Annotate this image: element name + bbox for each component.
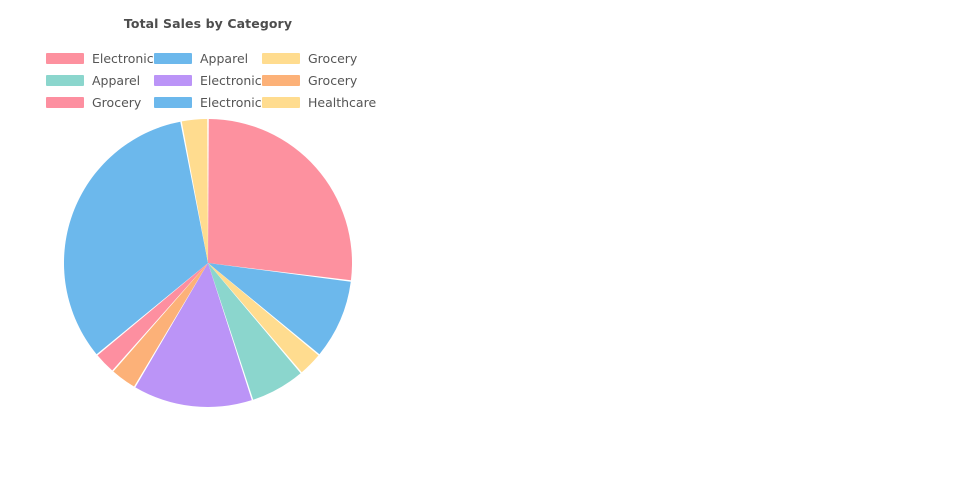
legend-item[interactable]: Electronics: [154, 73, 268, 88]
legend-item[interactable]: Healthcare: [262, 95, 376, 110]
pie-slice[interactable]: [181, 119, 208, 263]
legend-row: Apparel Electronics Grocery: [46, 69, 386, 91]
pie-slice[interactable]: [113, 263, 208, 387]
legend-item[interactable]: Grocery: [46, 95, 154, 110]
chart-legend: Electronics Apparel Grocery Apparel Electron…: [46, 47, 386, 113]
legend-item[interactable]: Apparel: [154, 51, 262, 66]
pie-slice[interactable]: [135, 263, 252, 407]
legend-item-label: Electronics: [200, 94, 269, 110]
legend-item[interactable]: Apparel: [46, 73, 154, 88]
pie-chart-plot-area: [64, 119, 352, 407]
legend-row: Grocery Electronics Healthcare: [46, 91, 386, 113]
pie-slice[interactable]: [208, 263, 301, 400]
legend-item-label: Electronics: [92, 50, 161, 66]
legend-item-label: Healthcare: [308, 94, 377, 110]
legend-swatch-icon: [262, 52, 300, 64]
pie-slice[interactable]: [208, 263, 351, 355]
legend-swatch-icon: [262, 96, 300, 108]
legend-item-label: Grocery: [92, 94, 142, 110]
pie-slice[interactable]: [64, 121, 208, 355]
legend-item[interactable]: Grocery: [262, 73, 370, 88]
legend-item-label: Apparel: [92, 72, 141, 88]
pie-slices-svg: [64, 119, 352, 407]
pie-slice[interactable]: [97, 263, 208, 371]
legend-item-label: Electronics: [200, 72, 269, 88]
legend-swatch-icon: [154, 52, 192, 64]
legend-row: Electronics Apparel Grocery: [46, 47, 386, 69]
legend-item-label: Apparel: [200, 50, 249, 66]
pie-slice[interactable]: [208, 263, 319, 373]
pie-slice[interactable]: [208, 119, 352, 281]
legend-swatch-icon: [46, 52, 84, 64]
legend-swatch-icon: [46, 74, 84, 86]
legend-item[interactable]: Grocery: [262, 51, 370, 66]
legend-swatch-icon: [154, 74, 192, 86]
legend-item-label: Grocery: [308, 50, 358, 66]
legend-item-label: Grocery: [308, 72, 358, 88]
legend-item[interactable]: Electronics: [46, 51, 160, 66]
legend-swatch-icon: [46, 96, 84, 108]
chart-title: Total Sales by Category: [123, 16, 293, 31]
legend-swatch-icon: [262, 74, 300, 86]
legend-item[interactable]: Electronics: [154, 95, 268, 110]
legend-swatch-icon: [154, 96, 192, 108]
